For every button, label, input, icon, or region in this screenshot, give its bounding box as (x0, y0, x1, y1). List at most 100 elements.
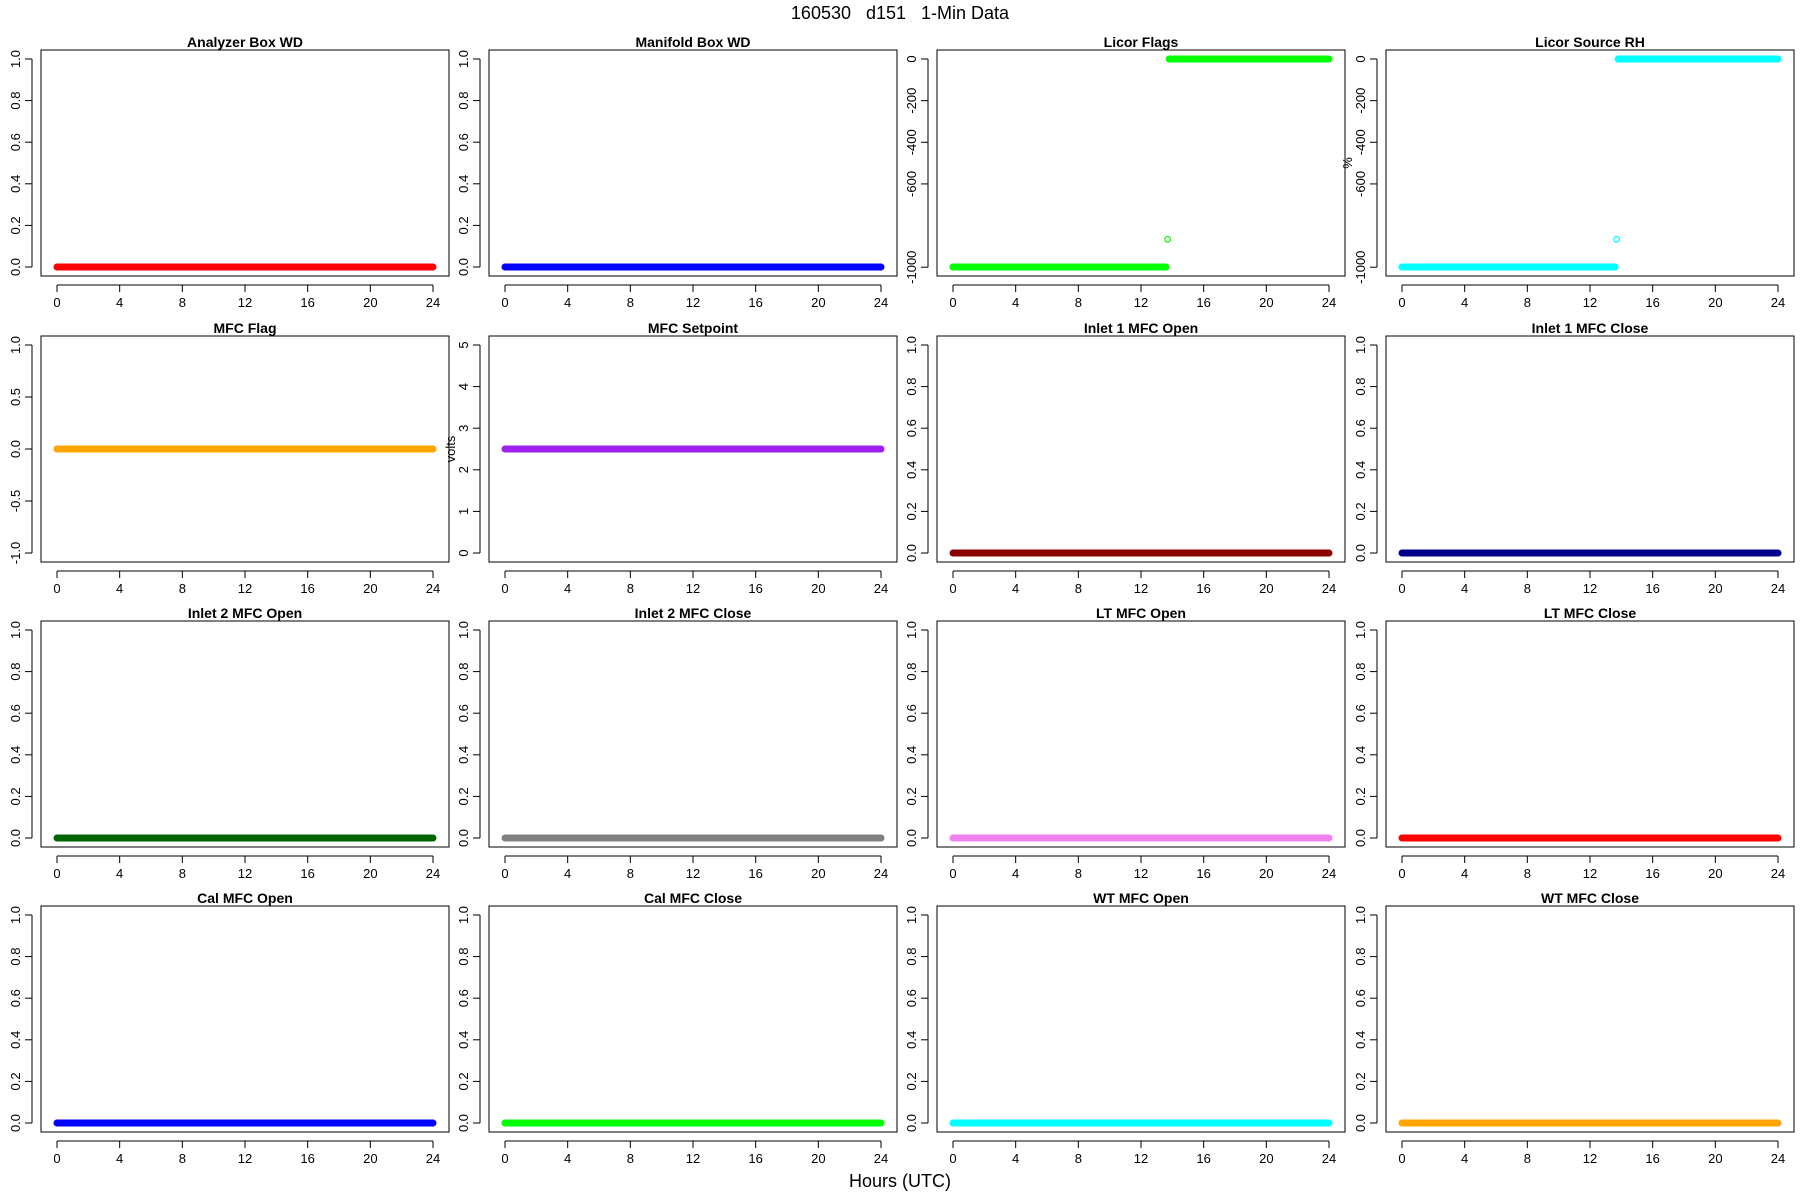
x-tick-label: 20 (811, 866, 825, 881)
y-tick-label: -400 (1353, 129, 1368, 155)
x-tick-label: 8 (1524, 581, 1531, 596)
y-tick-label: 0.8 (904, 663, 919, 681)
y-tick-label: 0.8 (1353, 378, 1368, 396)
x-tick-label: 16 (1196, 295, 1210, 310)
x-tick-label: 24 (1771, 866, 1785, 881)
y-tick-label: 0.2 (1353, 502, 1368, 520)
x-tick-label: 16 (300, 581, 314, 596)
panel-title: Licor Flags (1104, 34, 1179, 50)
x-tick-label: 0 (1398, 295, 1405, 310)
panel-title: MFC Flag (214, 320, 277, 336)
y-tick-label: 0.4 (456, 175, 471, 193)
x-tick-label: 12 (686, 295, 700, 310)
y-tick-label: 0.0 (8, 829, 23, 847)
panel-title: Inlet 2 MFC Open (188, 605, 302, 621)
panel-title: MFC Setpoint (648, 320, 739, 336)
x-tick-label: 20 (1708, 1151, 1722, 1166)
x-tick-label: 24 (1322, 295, 1336, 310)
x-tick-label: 12 (1134, 295, 1148, 310)
y-tick-label: 0.8 (456, 663, 471, 681)
x-tick-label: 4 (1461, 1151, 1468, 1166)
x-tick-label: 0 (949, 581, 956, 596)
panel-title: Cal MFC Close (644, 890, 742, 906)
y-tick-label: 0 (1353, 55, 1368, 62)
y-tick-label: 0.6 (1353, 704, 1368, 722)
x-tick-label: 4 (1012, 581, 1019, 596)
x-tick-label: 20 (1708, 581, 1722, 596)
x-tick-label: 20 (363, 295, 377, 310)
y-tick-label: 0.4 (8, 746, 23, 764)
panel: LT MFC Close 0 4 8 12 16 20 24 0.0 0.2 0.4 0.6 0.8 1.… (1353, 605, 1795, 881)
y-tick-label: -1000 (1353, 251, 1368, 284)
y-tick-label: 0.6 (904, 419, 919, 437)
x-tick-label: 0 (501, 581, 508, 596)
x-tick-label: 4 (1461, 581, 1468, 596)
x-tick-label: 0 (53, 1151, 60, 1166)
y-tick-label: 0.8 (1353, 948, 1368, 966)
y-tick-label: 0.4 (904, 461, 919, 479)
plot-frame (40, 49, 450, 277)
y-tick-label: 0.2 (456, 1072, 471, 1090)
plot-frame (1385, 49, 1795, 277)
y-tick-label: 0.6 (904, 989, 919, 1007)
x-tick-label: 12 (1583, 295, 1597, 310)
x-tick-label: 12 (1134, 1151, 1148, 1166)
x-tick-label: 20 (363, 1151, 377, 1166)
x-tick-label: 16 (1196, 866, 1210, 881)
y-tick-label: 1 (456, 508, 471, 515)
y-tick-label: 0.6 (8, 989, 23, 1007)
plot-frame (1385, 905, 1795, 1133)
x-tick-label: 12 (686, 1151, 700, 1166)
y-tick-label: 0.2 (456, 216, 471, 234)
y-tick-label: 1.0 (456, 621, 471, 639)
y-tick-label: 5 (456, 341, 471, 348)
panel-title: Inlet 1 MFC Open (1084, 320, 1198, 336)
y-tick-label: 1.0 (1353, 906, 1368, 924)
y-tick-label: 0.4 (904, 746, 919, 764)
y-tick-label: 0.0 (8, 1114, 23, 1132)
x-tick-label: 12 (1583, 581, 1597, 596)
x-tick-label: 16 (748, 295, 762, 310)
y-axis-label: volts (443, 435, 458, 462)
x-tick-label: 12 (1134, 866, 1148, 881)
x-tick-label: 16 (748, 581, 762, 596)
x-tick-label: 4 (564, 295, 571, 310)
x-tick-label: 12 (1134, 581, 1148, 596)
y-tick-label: 0.4 (456, 746, 471, 764)
y-tick-label: -1.0 (8, 542, 23, 564)
x-tick-label: 16 (1645, 295, 1659, 310)
figure-title: 160530 d151 1-Min Data (790, 3, 1010, 23)
panel: Inlet 1 MFC Open 0 4 8 12 16 20 24 0.0 0.2 0.4 0.6 0… (904, 320, 1346, 596)
y-tick-label: -200 (904, 88, 919, 114)
x-tick-label: 4 (116, 866, 123, 881)
plot-frame (488, 620, 898, 848)
x-tick-label: 4 (1012, 866, 1019, 881)
y-tick-label: -0.5 (8, 490, 23, 512)
x-tick-label: 8 (627, 1151, 634, 1166)
x-tick-label: 0 (501, 1151, 508, 1166)
y-tick-label: 1.0 (1353, 621, 1368, 639)
x-tick-label: 16 (300, 866, 314, 881)
y-tick-label: 0.6 (1353, 989, 1368, 1007)
y-axis-label: % (1340, 157, 1355, 169)
y-tick-label: 0.6 (8, 704, 23, 722)
x-tick-label: 24 (874, 581, 888, 596)
y-tick-label: 0.6 (1353, 419, 1368, 437)
y-tick-label: 1.0 (904, 906, 919, 924)
x-tick-label: 0 (949, 295, 956, 310)
y-tick-label: 1.0 (8, 336, 23, 354)
y-tick-label: 0.2 (8, 787, 23, 805)
y-tick-label: 0.0 (456, 829, 471, 847)
y-tick-label: 0.8 (456, 948, 471, 966)
plot-frame (488, 905, 898, 1133)
panel: Cal MFC Open 0 4 8 12 16 20 24 0.0 0.2 0.4 0.6 0.8 1.… (8, 890, 450, 1166)
y-tick-label: -1000 (904, 251, 919, 284)
x-tick-label: 8 (627, 866, 634, 881)
x-tick-label: 0 (1398, 1151, 1405, 1166)
y-tick-label: 0.6 (456, 704, 471, 722)
y-tick-label: 0.8 (456, 92, 471, 110)
y-tick-label: 0.0 (1353, 544, 1368, 562)
x-tick-label: 12 (238, 581, 252, 596)
y-tick-label: 0.0 (904, 829, 919, 847)
